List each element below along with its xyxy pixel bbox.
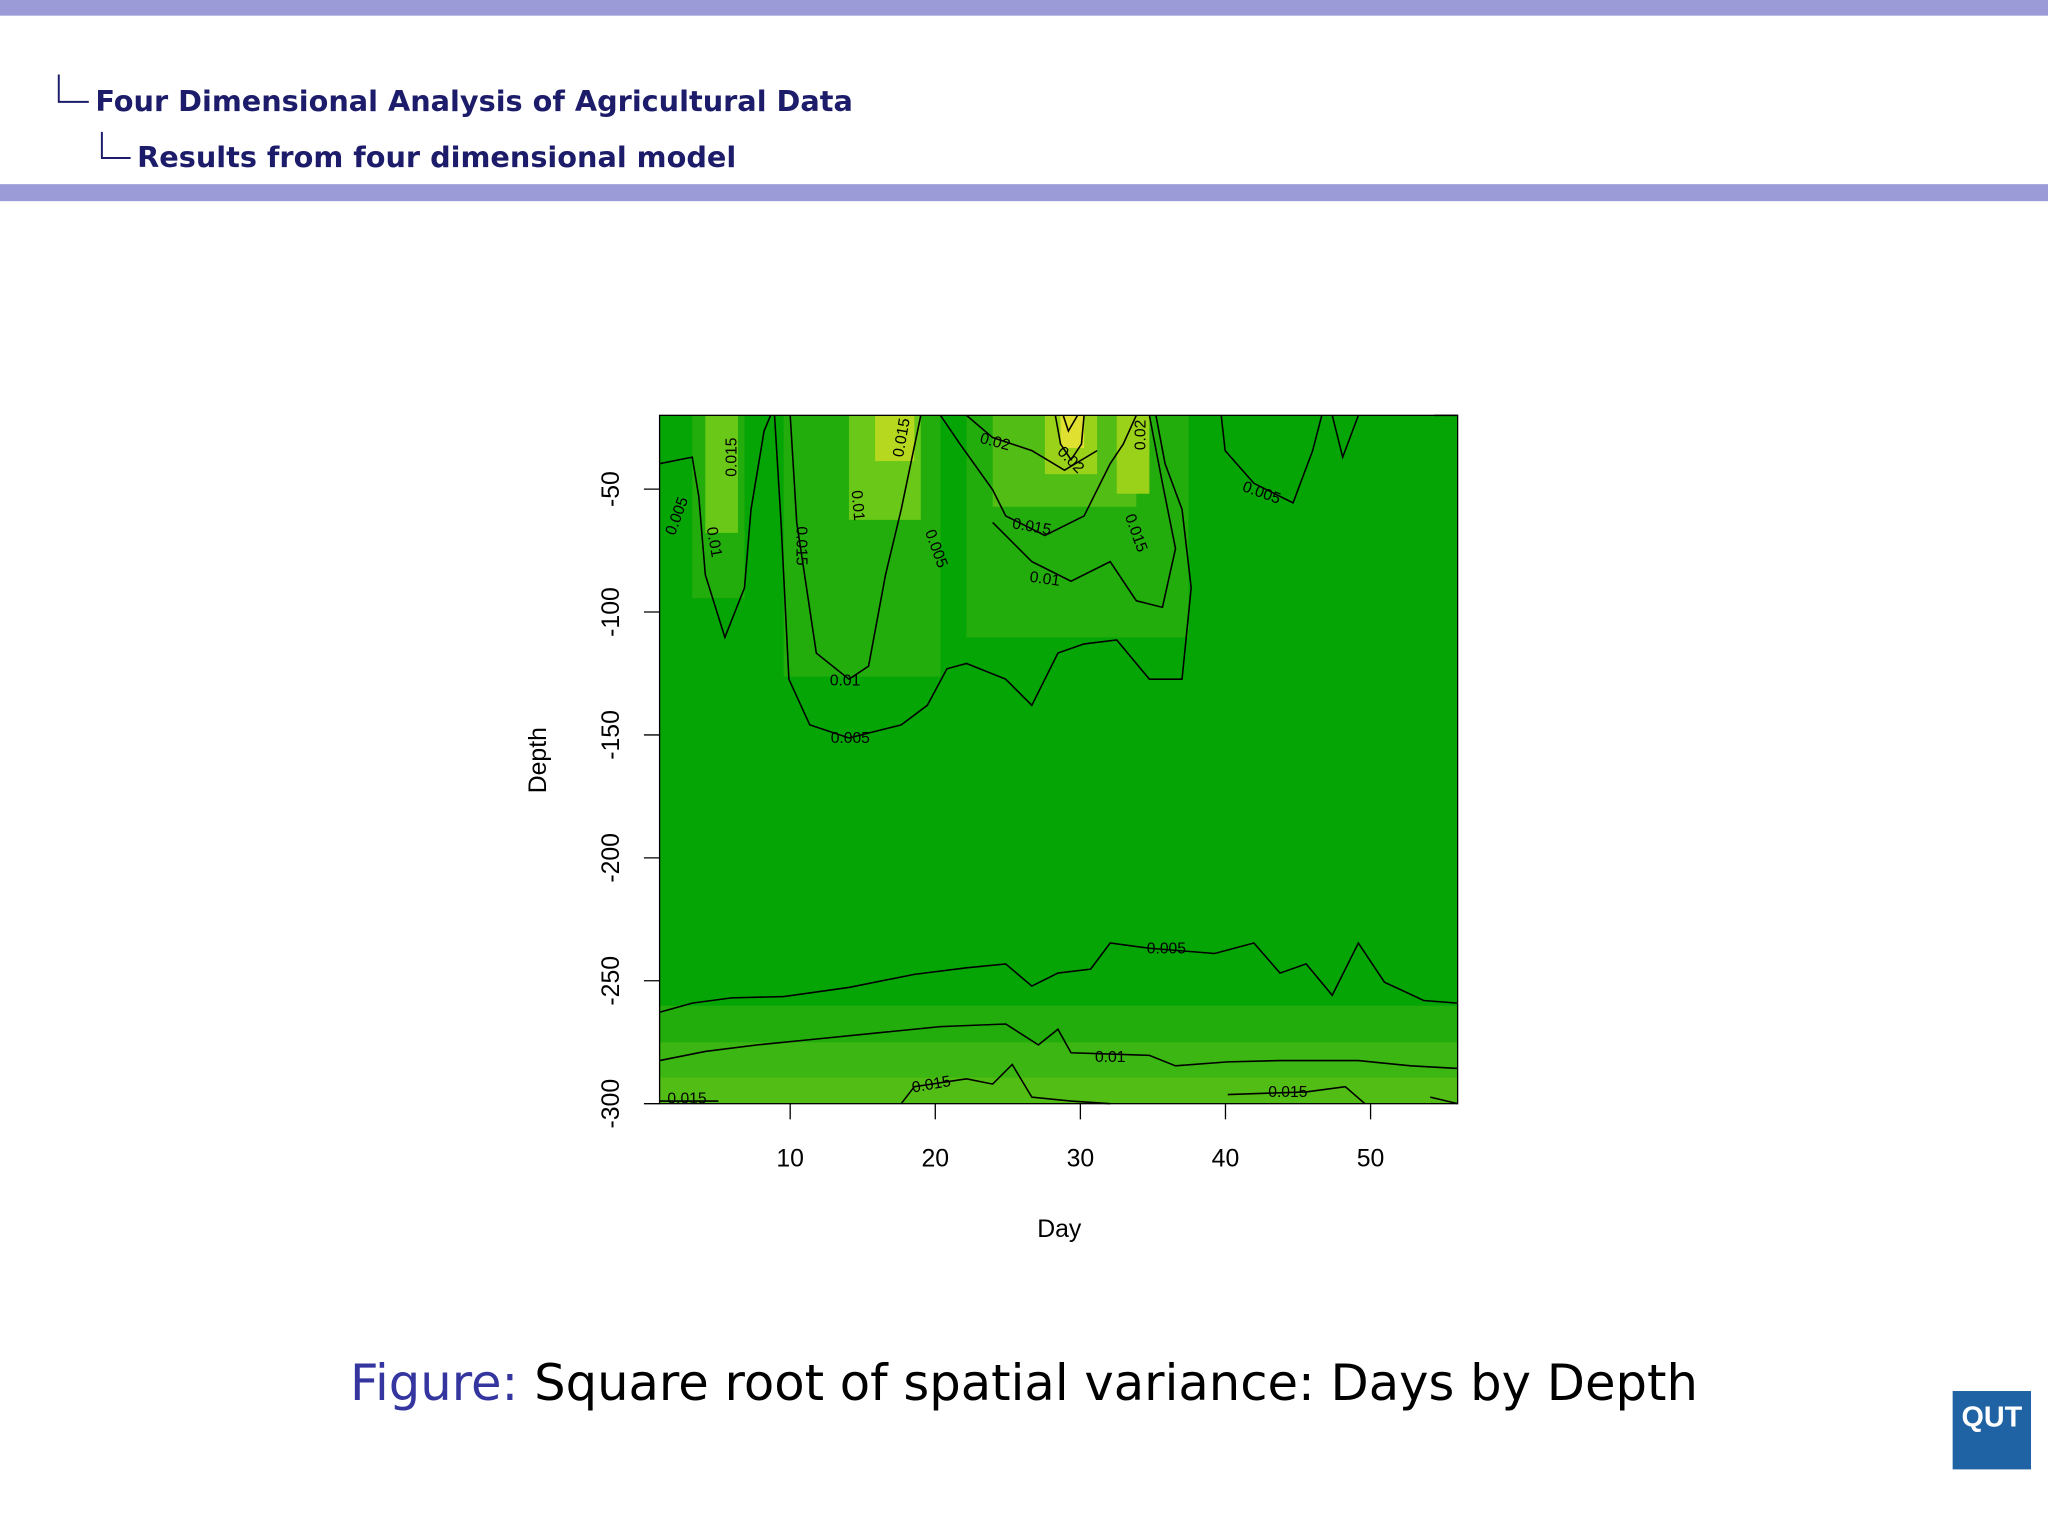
y-tick-label: -200 [598,833,625,883]
contour-label: 0.015 [890,417,914,459]
x-tick-label: 50 [1357,1145,1385,1172]
contour-label: 0.005 [1147,940,1186,957]
contour-label: 0.01 [848,490,868,522]
header-bar [0,0,2048,16]
contour-label: 0.01 [1095,1049,1125,1066]
subsection-title: Results from four dimensional model [137,140,736,174]
header-bar [0,184,2048,202]
contour-fill [659,415,1458,1104]
x-tick-label: 40 [1212,1145,1240,1172]
contour-label: 0.01 [703,526,725,559]
section-title: Four Dimensional Analysis of Agricultura… [95,84,853,118]
x-tick-label: 20 [921,1145,949,1172]
x-axis-label: Day [1037,1216,1082,1243]
y-tick-label: -50 [598,471,625,507]
y-tick-label: -300 [598,1079,625,1129]
caption-label: Figure: [350,1354,518,1412]
caption-text: Square root of spatial variance: Days by… [534,1354,1698,1412]
y-tick-label: -100 [598,587,625,637]
contour-label: 0.015 [1268,1084,1307,1101]
caption: Figure: Square root of spatial variance:… [350,1354,1698,1412]
contour-lines [659,414,1458,1105]
plot-frame [658,414,1459,1105]
y-axis-label: Depth [525,727,552,793]
contour-label: 0.01 [830,673,860,690]
tree-line [57,74,89,103]
logo [1952,1391,2032,1470]
contour-label: 0.015 [1011,515,1053,539]
contour-label: 0.02 [1132,420,1149,450]
contour-plot: 0.005 0.01 0.015 0.01 0.015 0.015 0.005 0.02 0.0… [658,414,1459,1108]
contour-label: 0.01 [1029,569,1062,590]
x-tick-label: 10 [776,1145,804,1172]
contour-label: 0.015 [724,437,741,476]
y-tick-label: -150 [598,710,625,760]
x-tick-label: 30 [1067,1145,1095,1172]
contour-label: 0.015 [667,1091,706,1108]
y-tick-label: -250 [598,956,625,1006]
contour-label: 0.015 [911,1073,953,1097]
logo-text: QUT [1962,1401,2023,1433]
contour-label: 0.015 [793,526,810,565]
contour-label: 0.005 [831,730,870,747]
tree-line [100,131,131,160]
